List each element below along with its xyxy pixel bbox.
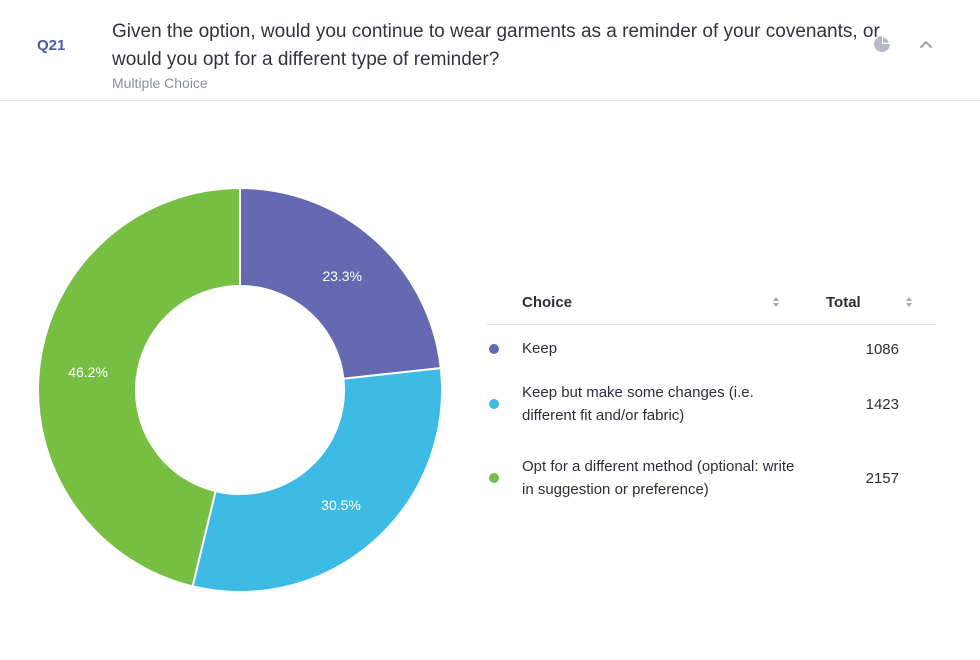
column-header-total[interactable]: Total [826,294,861,311]
question-number: Q21 [37,37,66,54]
slice-percent-label: 46.2% [68,364,108,380]
table-row: Opt for a different method (optional: wr… [487,439,936,509]
table-row: Keep 1086 [487,325,936,373]
donut-slice[interactable] [191,367,443,593]
table-header: Choice Total [487,280,936,325]
results-table: Choice Total Keep 1086 Keep but make some … [487,280,936,509]
slice-percent-label: 23.3% [322,268,362,284]
donut-chart: 23.3% 30.5% 46.2% [20,170,460,610]
table-body: Keep 1086 Keep but make some changes (i.e.… [487,325,936,509]
donut-slice[interactable] [37,186,241,588]
question-type: Multiple Choice [112,75,208,91]
legend-dot [489,399,499,409]
question-header: Q21 Given the option, would you continue… [0,0,980,101]
choice-total: 1086 [865,340,899,358]
donut-slice[interactable] [239,186,442,380]
choice-total: 2157 [865,470,899,487]
choice-total: 1423 [865,396,899,413]
sort-icon[interactable] [772,295,780,309]
choice-label: Opt for a different method (optional: wr… [522,458,795,498]
legend-dot [489,343,499,354]
slice-percent-label: 30.5% [321,497,361,513]
sort-icon[interactable] [905,295,913,309]
pie-chart-icon[interactable] [872,34,892,54]
column-header-choice[interactable]: Choice [522,294,573,311]
table-row: Keep but make some changes (i.e. differe… [487,373,936,439]
legend-dot [489,473,499,483]
question-title: Given the option, would you continue to … [112,21,880,70]
donut-chart-svg: 23.3% 30.5% 46.2% [37,186,443,593]
choice-label: Keep [522,340,558,357]
chevron-up-icon[interactable] [916,34,936,54]
choice-label: Keep but make some changes (i.e. differe… [522,384,754,424]
